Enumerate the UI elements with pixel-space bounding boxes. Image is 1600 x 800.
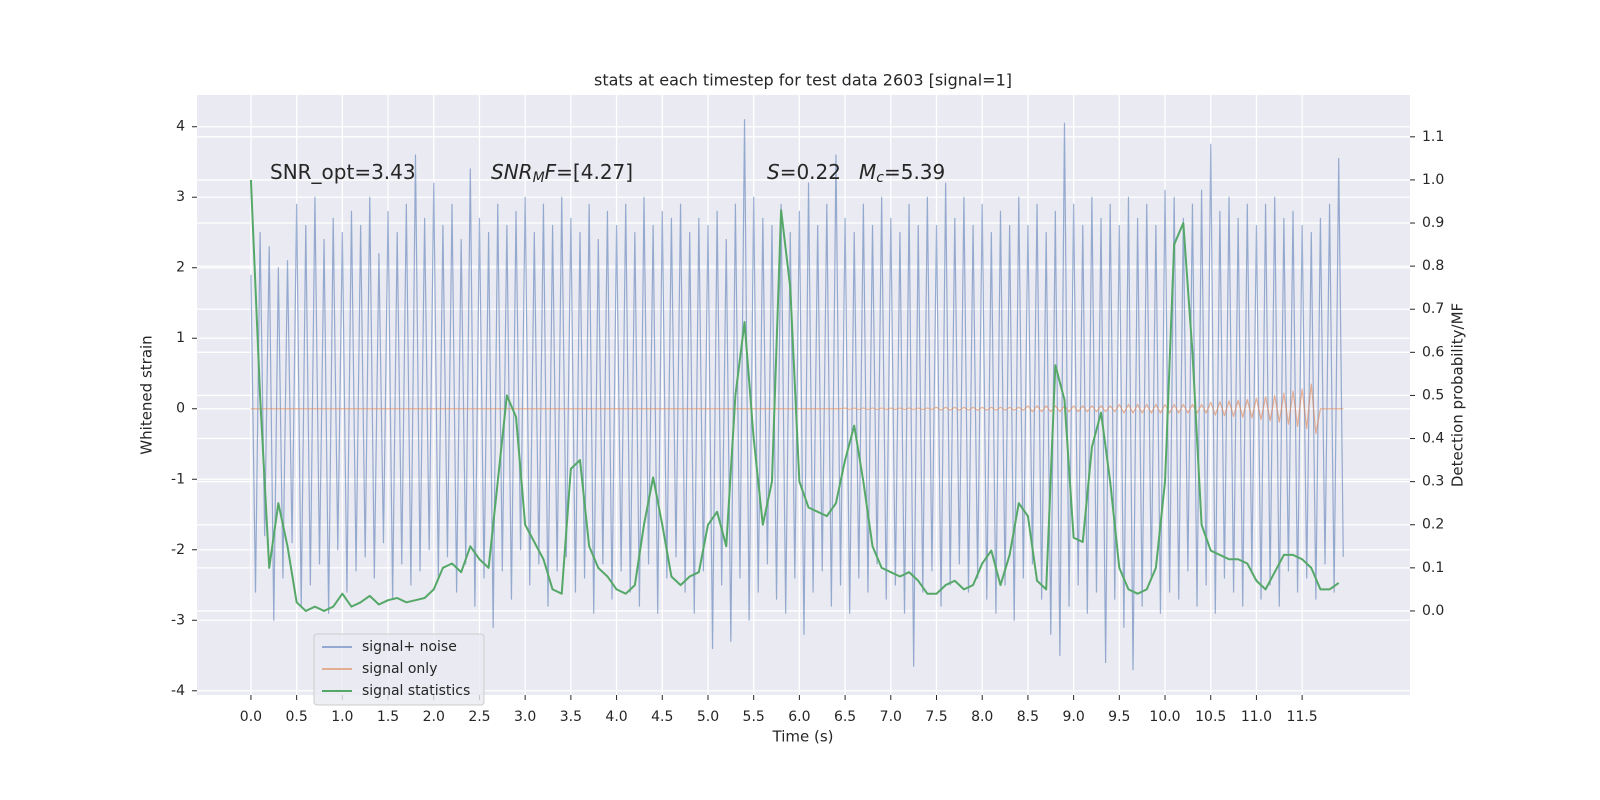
y-tick-label: -2 — [171, 542, 185, 558]
annotation-part: M — [859, 160, 876, 184]
x-tick-label: 5.0 — [697, 709, 719, 725]
y-tick-label: -4 — [171, 683, 185, 699]
x-tick-label: 7.5 — [925, 709, 947, 725]
y-axis-label: Whitened strain — [138, 335, 156, 454]
x-tick-label: 6.5 — [834, 709, 856, 725]
y2-tick-label: 0.1 — [1422, 560, 1444, 576]
x-tick-label: 1.0 — [331, 709, 353, 725]
x-tick-label: 6.0 — [788, 709, 810, 725]
series-line — [250, 383, 1344, 435]
series-line — [250, 119, 1344, 671]
y2-tick-label: 0.8 — [1422, 258, 1444, 274]
annotation-part: F — [545, 160, 557, 184]
series-line — [249, 179, 1340, 612]
y2-tick-label: 0.9 — [1422, 215, 1444, 231]
x-axis-label: Time (s) — [772, 728, 834, 746]
x-tick-label: 2.5 — [468, 709, 490, 725]
y-tick-label: -1 — [171, 471, 185, 487]
y-tick-label: 1 — [176, 330, 185, 346]
chart-title: stats at each timestep for test data 260… — [594, 71, 1012, 90]
x-tick-label: 5.5 — [743, 709, 765, 725]
x-tick-label: 1.5 — [377, 709, 399, 725]
annotation-part: SNR — [491, 160, 533, 184]
y2-tick-label: 0.5 — [1422, 387, 1444, 403]
y2-tick-label: 1.0 — [1422, 172, 1444, 188]
y-tick-label: 2 — [176, 260, 185, 276]
x-tick-label: 3.0 — [514, 709, 536, 725]
annotation-part: S — [767, 160, 780, 184]
x-tick-label: 9.0 — [1062, 709, 1084, 725]
y-tick-label: 0 — [176, 401, 185, 417]
y2-tick-label: 0.3 — [1422, 474, 1444, 490]
y2-tick-label: 0.6 — [1422, 344, 1444, 360]
annotation-part: =5.39 — [884, 160, 945, 184]
x-tick-label: 11.5 — [1287, 709, 1318, 725]
annotation-part: M — [533, 170, 545, 186]
x-tick-label: 10.0 — [1149, 709, 1180, 725]
annotation: Mc=5.39 — [859, 160, 945, 187]
x-tick-label: 4.0 — [605, 709, 627, 725]
y2-tick-label: 0.7 — [1422, 301, 1444, 317]
x-tick-label: 10.5 — [1195, 709, 1226, 725]
x-tick-label: 7.0 — [880, 709, 902, 725]
x-tick-label: 0.0 — [240, 709, 262, 725]
y-tick-label: 3 — [176, 189, 185, 205]
x-tick-label: 9.5 — [1108, 709, 1130, 725]
annotation-part: =0.22 — [780, 160, 841, 184]
legend-label: signal+ noise — [362, 639, 457, 655]
y2-tick-label: 0.2 — [1422, 517, 1444, 533]
y-tick-label: -3 — [171, 612, 185, 628]
y2-tick-label: 0.0 — [1422, 603, 1444, 619]
y2-tick-label: 0.4 — [1422, 431, 1444, 447]
annotation-part: SNR_opt=3.43 — [270, 160, 416, 184]
y2-tick-label: 1.1 — [1422, 129, 1444, 145]
x-tick-label: 11.0 — [1241, 709, 1272, 725]
x-tick-label: 8.0 — [971, 709, 993, 725]
annotation: S=0.22 — [767, 160, 841, 184]
annotation-part: =[4.27] — [556, 160, 633, 184]
legend-label: signal statistics — [362, 683, 470, 699]
y-tick-label: 4 — [176, 119, 185, 135]
x-tick-label: 2.0 — [423, 709, 445, 725]
legend-label: signal only — [362, 661, 437, 677]
annotation-part: c — [876, 170, 884, 186]
x-tick-label: 4.5 — [651, 709, 673, 725]
annotation: SNR_opt=3.43 — [270, 160, 416, 184]
x-tick-label: 8.5 — [1017, 709, 1039, 725]
x-tick-label: 0.5 — [286, 709, 308, 725]
y2-axis-label: Detection probability/MF — [1449, 303, 1467, 487]
legend-box — [313, 633, 485, 706]
x-tick-label: 3.5 — [560, 709, 582, 725]
annotation: SNRMF=[4.27] — [491, 160, 633, 187]
